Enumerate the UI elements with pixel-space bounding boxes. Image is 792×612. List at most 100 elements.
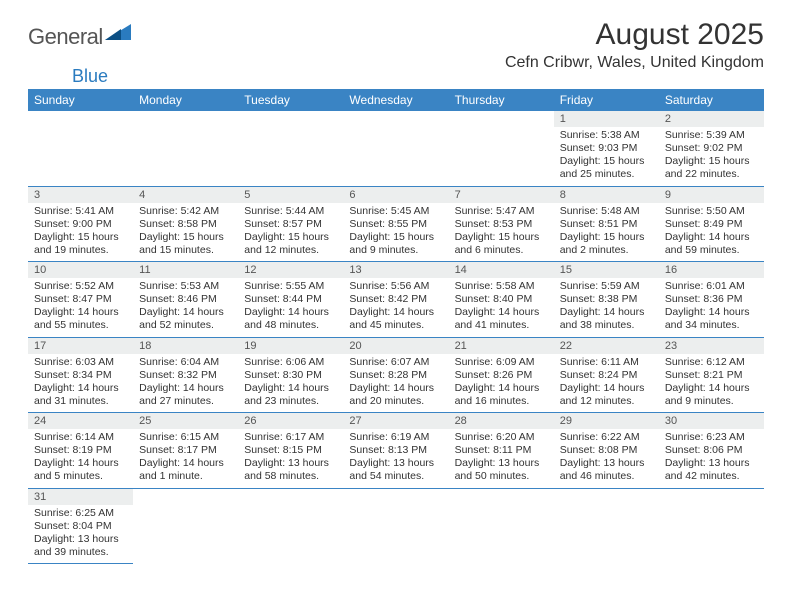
calendar-row: 24Sunrise: 6:14 AMSunset: 8:19 PMDayligh… <box>28 413 764 489</box>
calendar-cell: 28Sunrise: 6:20 AMSunset: 8:11 PMDayligh… <box>449 413 554 489</box>
day-details: Sunrise: 6:04 AMSunset: 8:32 PMDaylight:… <box>133 354 238 413</box>
day-number: 3 <box>28 187 133 203</box>
logo-main: General <box>28 24 103 50</box>
calendar-cell: 23Sunrise: 6:12 AMSunset: 8:21 PMDayligh… <box>659 337 764 413</box>
calendar-cell: 7Sunrise: 5:47 AMSunset: 8:53 PMDaylight… <box>449 186 554 262</box>
calendar-row: 10Sunrise: 5:52 AMSunset: 8:47 PMDayligh… <box>28 262 764 338</box>
day-number: 24 <box>28 413 133 429</box>
day-details: Sunrise: 6:11 AMSunset: 8:24 PMDaylight:… <box>554 354 659 413</box>
day-number: 26 <box>238 413 343 429</box>
day-number: 28 <box>449 413 554 429</box>
day-number: 21 <box>449 338 554 354</box>
calendar-cell: 29Sunrise: 6:22 AMSunset: 8:08 PMDayligh… <box>554 413 659 489</box>
calendar-cell: 21Sunrise: 6:09 AMSunset: 8:26 PMDayligh… <box>449 337 554 413</box>
calendar-cell: 12Sunrise: 5:55 AMSunset: 8:44 PMDayligh… <box>238 262 343 338</box>
month-title: August 2025 <box>505 18 764 52</box>
day-details: Sunrise: 6:03 AMSunset: 8:34 PMDaylight:… <box>28 354 133 413</box>
day-header: Monday <box>133 89 238 111</box>
calendar-cell: 4Sunrise: 5:42 AMSunset: 8:58 PMDaylight… <box>133 186 238 262</box>
day-number: 2 <box>659 111 764 127</box>
calendar-cell: 25Sunrise: 6:15 AMSunset: 8:17 PMDayligh… <box>133 413 238 489</box>
calendar-cell-empty <box>28 111 133 186</box>
calendar-cell: 24Sunrise: 6:14 AMSunset: 8:19 PMDayligh… <box>28 413 133 489</box>
title-block: August 2025 Cefn Cribwr, Wales, United K… <box>505 18 764 72</box>
calendar-row: 17Sunrise: 6:03 AMSunset: 8:34 PMDayligh… <box>28 337 764 413</box>
calendar-row: 3Sunrise: 5:41 AMSunset: 9:00 PMDaylight… <box>28 186 764 262</box>
day-details: Sunrise: 5:50 AMSunset: 8:49 PMDaylight:… <box>659 203 764 262</box>
calendar-cell-empty <box>133 488 238 564</box>
day-details: Sunrise: 6:14 AMSunset: 8:19 PMDaylight:… <box>28 429 133 488</box>
day-number: 29 <box>554 413 659 429</box>
day-number: 4 <box>133 187 238 203</box>
day-details: Sunrise: 6:06 AMSunset: 8:30 PMDaylight:… <box>238 354 343 413</box>
day-number: 13 <box>343 262 448 278</box>
calendar-cell-empty <box>133 111 238 186</box>
calendar-table: SundayMondayTuesdayWednesdayThursdayFrid… <box>28 89 764 564</box>
day-number: 12 <box>238 262 343 278</box>
calendar-cell: 1Sunrise: 5:38 AMSunset: 9:03 PMDaylight… <box>554 111 659 186</box>
day-header: Tuesday <box>238 89 343 111</box>
day-details: Sunrise: 5:41 AMSunset: 9:00 PMDaylight:… <box>28 203 133 262</box>
calendar-cell: 13Sunrise: 5:56 AMSunset: 8:42 PMDayligh… <box>343 262 448 338</box>
calendar-cell: 8Sunrise: 5:48 AMSunset: 8:51 PMDaylight… <box>554 186 659 262</box>
calendar-cell: 22Sunrise: 6:11 AMSunset: 8:24 PMDayligh… <box>554 337 659 413</box>
day-details: Sunrise: 5:52 AMSunset: 8:47 PMDaylight:… <box>28 278 133 337</box>
calendar-cell: 17Sunrise: 6:03 AMSunset: 8:34 PMDayligh… <box>28 337 133 413</box>
day-number: 14 <box>449 262 554 278</box>
day-number: 11 <box>133 262 238 278</box>
calendar-cell-empty <box>343 111 448 186</box>
day-details: Sunrise: 6:20 AMSunset: 8:11 PMDaylight:… <box>449 429 554 488</box>
calendar-cell: 16Sunrise: 6:01 AMSunset: 8:36 PMDayligh… <box>659 262 764 338</box>
logo: General <box>28 24 131 50</box>
logo-triangle-icon <box>105 20 131 45</box>
calendar-row: 1Sunrise: 5:38 AMSunset: 9:03 PMDaylight… <box>28 111 764 186</box>
day-number: 25 <box>133 413 238 429</box>
day-details: Sunrise: 6:19 AMSunset: 8:13 PMDaylight:… <box>343 429 448 488</box>
calendar-cell: 15Sunrise: 5:59 AMSunset: 8:38 PMDayligh… <box>554 262 659 338</box>
calendar-cell: 20Sunrise: 6:07 AMSunset: 8:28 PMDayligh… <box>343 337 448 413</box>
day-header: Sunday <box>28 89 133 111</box>
day-details: Sunrise: 5:44 AMSunset: 8:57 PMDaylight:… <box>238 203 343 262</box>
calendar-cell: 26Sunrise: 6:17 AMSunset: 8:15 PMDayligh… <box>238 413 343 489</box>
calendar-cell-empty <box>449 488 554 564</box>
day-number: 23 <box>659 338 764 354</box>
day-details: Sunrise: 6:23 AMSunset: 8:06 PMDaylight:… <box>659 429 764 488</box>
day-details: Sunrise: 5:42 AMSunset: 8:58 PMDaylight:… <box>133 203 238 262</box>
day-details: Sunrise: 6:07 AMSunset: 8:28 PMDaylight:… <box>343 354 448 413</box>
calendar-header-row: SundayMondayTuesdayWednesdayThursdayFrid… <box>28 89 764 111</box>
day-number: 31 <box>28 489 133 505</box>
day-header: Saturday <box>659 89 764 111</box>
day-details: Sunrise: 6:01 AMSunset: 8:36 PMDaylight:… <box>659 278 764 337</box>
page: General August 2025 Cefn Cribwr, Wales, … <box>0 0 792 564</box>
day-number: 7 <box>449 187 554 203</box>
day-number: 27 <box>343 413 448 429</box>
calendar-cell: 3Sunrise: 5:41 AMSunset: 9:00 PMDaylight… <box>28 186 133 262</box>
day-details: Sunrise: 6:12 AMSunset: 8:21 PMDaylight:… <box>659 354 764 413</box>
day-details: Sunrise: 5:45 AMSunset: 8:55 PMDaylight:… <box>343 203 448 262</box>
calendar-cell: 6Sunrise: 5:45 AMSunset: 8:55 PMDaylight… <box>343 186 448 262</box>
calendar-cell-empty <box>343 488 448 564</box>
calendar-row: 31Sunrise: 6:25 AMSunset: 8:04 PMDayligh… <box>28 488 764 564</box>
day-number: 15 <box>554 262 659 278</box>
day-details: Sunrise: 5:38 AMSunset: 9:03 PMDaylight:… <box>554 127 659 186</box>
day-details: Sunrise: 5:59 AMSunset: 8:38 PMDaylight:… <box>554 278 659 337</box>
calendar-cell: 10Sunrise: 5:52 AMSunset: 8:47 PMDayligh… <box>28 262 133 338</box>
day-number: 9 <box>659 187 764 203</box>
day-details: Sunrise: 5:53 AMSunset: 8:46 PMDaylight:… <box>133 278 238 337</box>
header: General August 2025 Cefn Cribwr, Wales, … <box>28 18 764 72</box>
day-number: 16 <box>659 262 764 278</box>
calendar-cell: 18Sunrise: 6:04 AMSunset: 8:32 PMDayligh… <box>133 337 238 413</box>
day-number: 6 <box>343 187 448 203</box>
calendar-cell-empty <box>238 111 343 186</box>
day-number: 17 <box>28 338 133 354</box>
day-number: 1 <box>554 111 659 127</box>
calendar-cell: 14Sunrise: 5:58 AMSunset: 8:40 PMDayligh… <box>449 262 554 338</box>
day-details: Sunrise: 6:17 AMSunset: 8:15 PMDaylight:… <box>238 429 343 488</box>
day-details: Sunrise: 5:58 AMSunset: 8:40 PMDaylight:… <box>449 278 554 337</box>
logo-sub: Blue <box>72 66 108 86</box>
calendar-cell-empty <box>659 488 764 564</box>
calendar-cell-empty <box>238 488 343 564</box>
day-number: 22 <box>554 338 659 354</box>
calendar-cell: 19Sunrise: 6:06 AMSunset: 8:30 PMDayligh… <box>238 337 343 413</box>
calendar-cell: 9Sunrise: 5:50 AMSunset: 8:49 PMDaylight… <box>659 186 764 262</box>
